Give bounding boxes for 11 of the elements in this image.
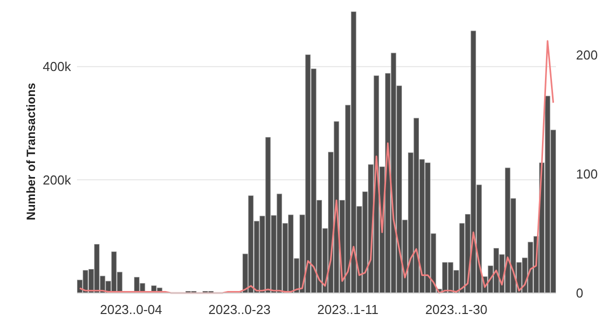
y-tick-label: 200k: [42, 172, 72, 188]
y-tick-label: 400k: [42, 59, 72, 74]
y2-tick-label: 0: [576, 286, 584, 301]
line-series: [78, 40, 554, 294]
x-tick-label: 2023..0-04: [100, 302, 162, 317]
y2-tick-label: 100: [576, 166, 598, 182]
y2-tick-label: 200: [576, 48, 598, 63]
y-axis-title: Number of Transactions: [24, 82, 38, 220]
x-tick-label: 2023..1-11: [317, 302, 378, 317]
x-tick-label: 2023..1-30: [425, 302, 488, 317]
x-tick-label: 2023..0-23: [208, 302, 271, 317]
